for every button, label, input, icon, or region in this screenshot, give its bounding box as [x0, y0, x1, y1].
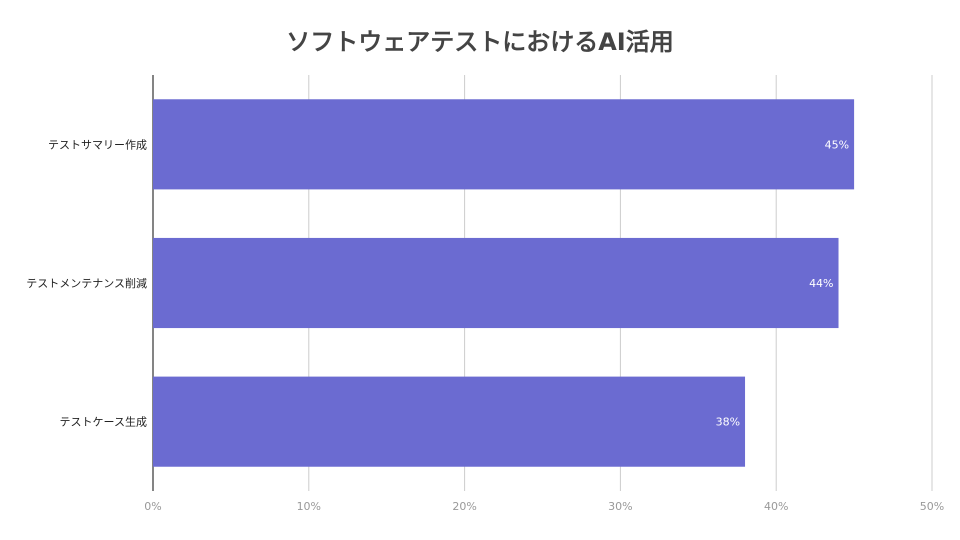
labels: 0% 10% 20% 30% 40% 50% テストサマリー作成 45% テストメンテナンス削減…: [26, 138, 944, 513]
bar: [153, 99, 855, 190]
data-label: 44%: [809, 277, 833, 290]
x-tick-label: 40%: [764, 500, 788, 513]
bars: [153, 99, 855, 467]
x-tick-label: 20%: [452, 500, 476, 513]
x-tick-label: 30%: [608, 500, 632, 513]
x-tick-label: 50%: [920, 500, 944, 513]
category-label: テストサマリー作成: [48, 138, 147, 151]
category-label: テストケース生成: [60, 415, 147, 429]
data-label: 38%: [716, 416, 740, 429]
x-tick-label: 10%: [297, 500, 321, 513]
chart-title: ソフトウェアテストにおけるAI活用: [286, 28, 674, 56]
category-label: テストメンテナンス削減: [26, 276, 147, 290]
bar: [153, 237, 839, 329]
data-label: 45%: [825, 138, 849, 151]
bar: [153, 376, 746, 467]
x-tick-label: 0%: [144, 500, 161, 513]
